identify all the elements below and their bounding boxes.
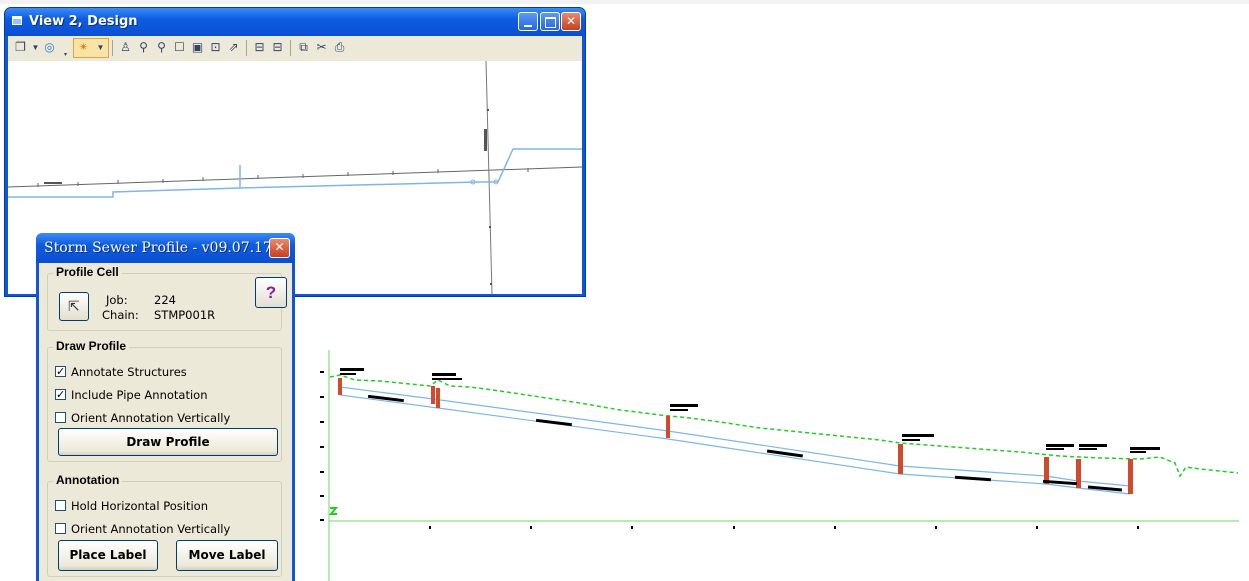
levels-icon[interactable]: ✴ xyxy=(78,40,89,54)
close-button[interactable]: ✕ xyxy=(561,12,581,31)
top-border xyxy=(0,0,1249,4)
copy-icon[interactable]: ⧉ xyxy=(299,40,308,54)
camera-icon[interactable]: ⎙ xyxy=(334,40,345,54)
minimize-button[interactable] xyxy=(518,12,538,31)
view-previous-icon[interactable]: ⊟ xyxy=(254,40,265,54)
rotate-view-icon[interactable]: ⊡ xyxy=(210,40,221,54)
existing-ground-line xyxy=(329,374,1239,478)
pipe-runs xyxy=(339,386,1131,495)
job-value: 224 xyxy=(154,293,176,307)
dialog-title: Storm Sewer Profile - v09.07.17 xyxy=(44,240,272,256)
profile-cell-label: Profile Cell xyxy=(53,265,122,279)
help-button[interactable]: ? xyxy=(255,277,287,308)
place-label-button[interactable]: Place Label xyxy=(58,540,158,571)
dropdown-arrow-icon[interactable]: ▼ xyxy=(96,43,105,52)
zoom-in-icon[interactable]: ⚲ xyxy=(139,40,148,54)
checkbox-checked[interactable]: ✓ xyxy=(55,388,66,401)
job-label: Job: xyxy=(106,293,128,307)
fit-view-icon[interactable]: ▣ xyxy=(191,40,204,54)
orient-annotation-vertically-label: Orient Annotation Vertically xyxy=(71,411,231,425)
pan-view-icon[interactable]: ⇗ xyxy=(228,40,239,54)
elevation-ticks xyxy=(320,371,324,521)
dropdown-arrow-icon[interactable]: ▼ xyxy=(31,43,40,52)
zoom-out-icon[interactable]: ⚲ xyxy=(157,40,166,54)
draw-profile-label: Draw Profile xyxy=(53,339,130,353)
checkbox-checked[interactable]: ✓ xyxy=(55,365,66,378)
view-title: View 2, Design xyxy=(29,14,138,29)
clip-icon[interactable]: ✂ xyxy=(316,40,327,54)
draw-profile-button[interactable]: Draw Profile xyxy=(58,428,278,456)
toolbar-separator xyxy=(246,40,247,56)
pipe-annotations xyxy=(367,394,1123,492)
view-2-plan-drawing xyxy=(8,61,582,294)
hold-horizontal-position-label: Hold Horizontal Position xyxy=(71,499,208,513)
dialog-titlebar[interactable]: Storm Sewer Profile - v09.07.17 ✕ xyxy=(36,233,295,263)
dialog-close-button[interactable]: ✕ xyxy=(269,238,290,258)
dropdown-arrow-icon[interactable]: ▾ xyxy=(63,52,67,58)
structure-annotations xyxy=(340,368,1160,453)
annotate-structures-label: Annotate Structures xyxy=(71,365,187,379)
maximize-button[interactable] xyxy=(540,12,560,31)
draw-profile-group: Draw Profile xyxy=(47,339,282,462)
view-toolbar: ❐ ▼ ◎ ▾ ✴ ▼ ♙ ⚲ ⚲ ☐ ▣ ⊡ ⇗ ⊟ ⊟ ⧉ ✂ ⎙ xyxy=(8,36,582,61)
view-next-icon[interactable]: ⊟ xyxy=(272,40,283,54)
dialog-body: Profile Cell ⇱ Job: 224 Chain: STMP001R … xyxy=(39,263,292,581)
station-ticks xyxy=(429,526,1139,529)
annotation-orient-vertically-label: Orient Annotation Vertically xyxy=(71,522,231,536)
window-icon[interactable] xyxy=(12,16,22,25)
copy-view-icon[interactable]: ❐ xyxy=(15,40,26,54)
checkbox-unchecked[interactable] xyxy=(55,500,66,511)
storm-sewer-profile-dialog[interactable]: Storm Sewer Profile - v09.07.17 ✕ Profil… xyxy=(36,233,295,581)
toolbar-hot-item xyxy=(73,38,109,58)
checkbox-unchecked[interactable] xyxy=(55,412,66,423)
annotation-group: Annotation xyxy=(47,473,282,577)
profile-cell-group: Profile Cell ⇱ Job: 224 Chain: STMP001R xyxy=(47,265,282,331)
window-area-icon[interactable]: ☐ xyxy=(174,40,185,54)
manhole-structures xyxy=(338,378,1133,494)
chain-value: STMP001R xyxy=(154,308,216,322)
view-titlebar[interactable]: View 2, Design ✕ xyxy=(5,8,585,36)
pointer-icon: ⇱ xyxy=(68,298,80,314)
annotation-label: Annotation xyxy=(53,473,123,487)
update-view-icon[interactable]: ♙ xyxy=(120,40,131,54)
select-cell-button[interactable]: ⇱ xyxy=(59,292,89,321)
include-pipe-annotation-label: Include Pipe Annotation xyxy=(71,388,208,402)
toolbar-separator xyxy=(112,40,113,56)
move-label-button[interactable]: Move Label xyxy=(176,540,278,571)
checkbox-unchecked[interactable] xyxy=(55,523,66,534)
axis-origin-mark xyxy=(328,507,339,515)
view-attributes-icon[interactable]: ◎ xyxy=(44,40,55,54)
chain-label: Chain: xyxy=(102,308,139,322)
toolbar-separator xyxy=(290,40,291,56)
